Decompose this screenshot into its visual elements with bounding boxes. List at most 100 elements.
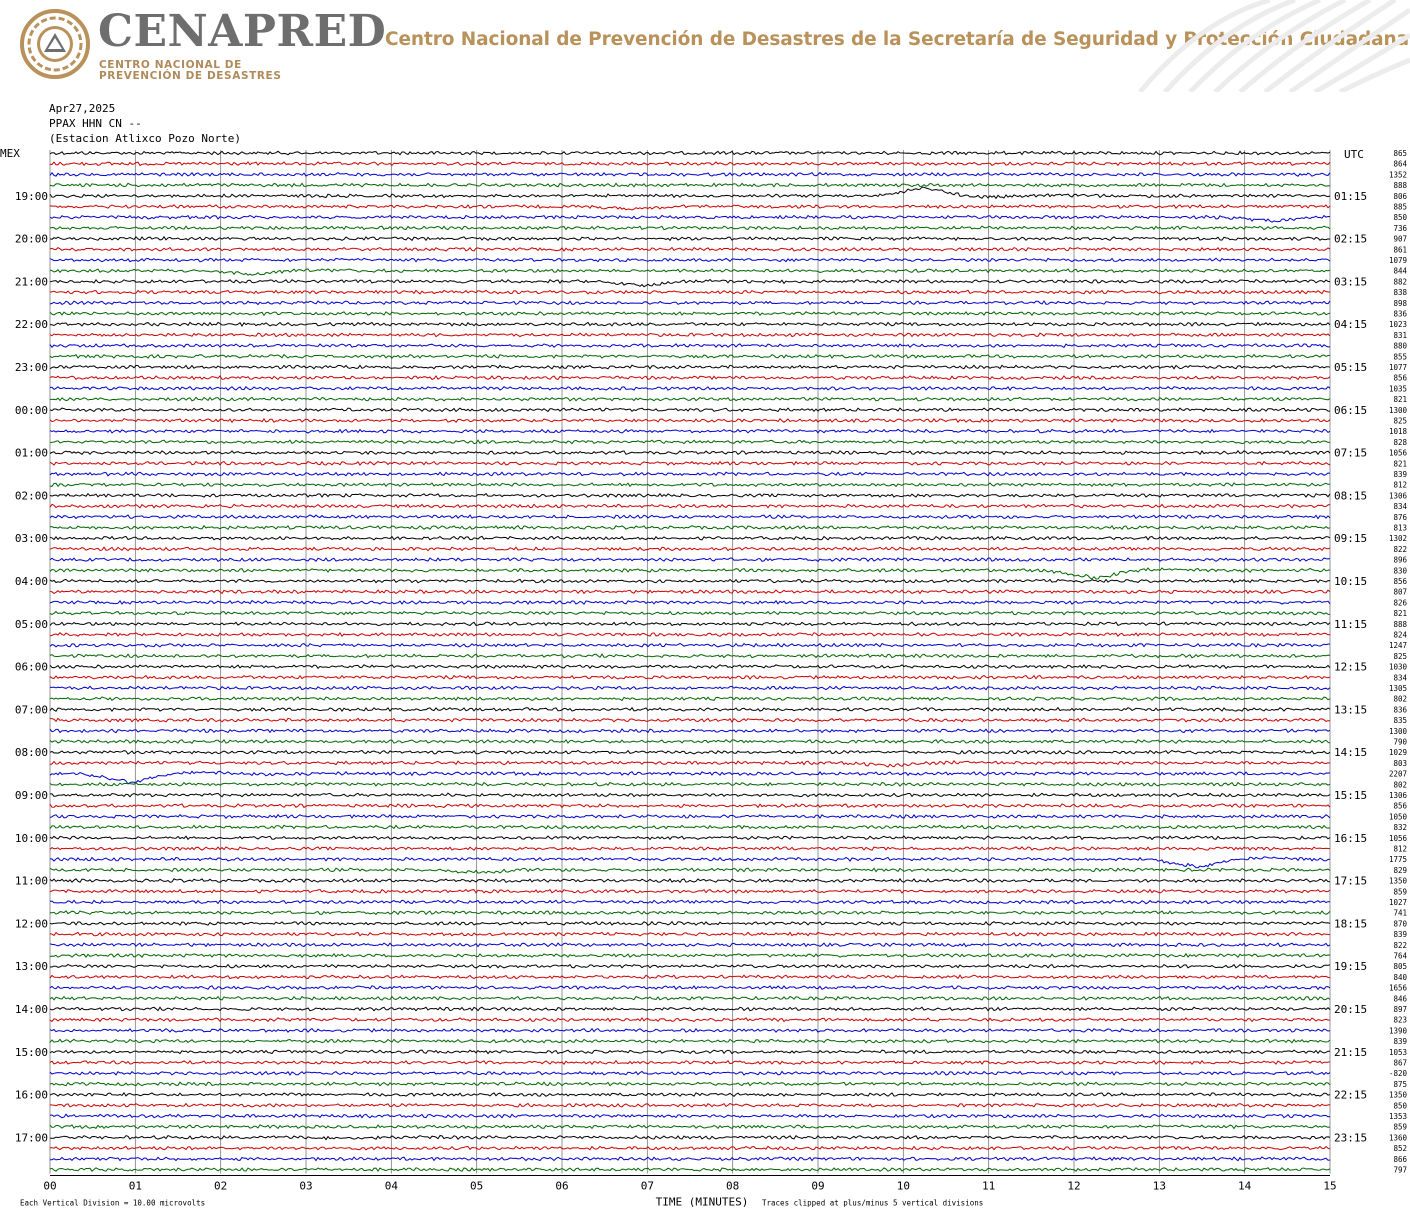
seismic-trace <box>49 1006 1331 1012</box>
trace-baseline-label: 865 <box>1393 149 1407 158</box>
left-hour-label: 07:00 <box>15 703 48 716</box>
trace-baseline-label: 864 <box>1393 160 1407 169</box>
trace-baseline-label: 834 <box>1393 502 1407 511</box>
trace-baseline-label: 839 <box>1393 470 1407 479</box>
right-hour-label: 15:15 <box>1334 789 1367 802</box>
trace-baseline-label: 880 <box>1393 342 1407 351</box>
trace-baseline-label: 859 <box>1393 1123 1407 1132</box>
trace-baseline-label: 1029 <box>1389 748 1407 757</box>
seismic-trace <box>49 1081 1331 1087</box>
left-hour-label: 09:00 <box>15 789 48 802</box>
seismic-traces <box>49 150 1331 1172</box>
seismic-trace <box>49 557 1331 563</box>
trace-baseline-label: 826 <box>1393 598 1407 607</box>
right-hour-label: 23:15 <box>1334 1131 1367 1144</box>
seismic-trace <box>49 824 1331 830</box>
seismic-trace <box>49 985 1331 991</box>
right-hour-label: 10:15 <box>1334 575 1367 588</box>
brand-name: CENAPRED <box>98 6 387 57</box>
trace-baseline-label: 1353 <box>1389 1112 1407 1121</box>
trace-baseline-label: 885 <box>1393 203 1407 212</box>
greca-pattern-icon <box>1138 0 1410 92</box>
trace-baseline-label: 741 <box>1393 909 1407 918</box>
station-date: Apr27,2025 <box>49 102 116 115</box>
seismic-trace <box>49 150 1331 156</box>
trace-baseline-label: 831 <box>1393 331 1407 340</box>
left-hour-label: 02:00 <box>15 489 48 502</box>
trace-baseline-label: 882 <box>1393 277 1407 286</box>
right-hour-label: 22:15 <box>1334 1089 1367 1102</box>
trace-baseline-label: 896 <box>1393 556 1407 565</box>
seismic-trace <box>49 514 1331 520</box>
trace-baseline-label: 836 <box>1393 310 1407 319</box>
trace-baseline-label: 1300 <box>1389 406 1408 415</box>
seismic-trace <box>49 417 1331 424</box>
trace-baseline-label: 856 <box>1393 374 1407 383</box>
seismic-trace <box>49 835 1331 841</box>
trace-baseline-label: 821 <box>1393 459 1407 468</box>
seismic-trace <box>49 878 1330 884</box>
seismic-trace <box>49 204 1331 211</box>
right-hour-label: 05:15 <box>1334 361 1367 374</box>
trace-baseline-label: 803 <box>1393 759 1407 768</box>
seismic-trace <box>49 642 1331 648</box>
x-tick-label: 15 <box>1323 1180 1336 1193</box>
trace-baseline-label: 1030 <box>1389 663 1408 672</box>
seismic-trace <box>49 236 1331 242</box>
vertical-division-note: Each Vertical Division = 10.00 microvolt… <box>20 1199 205 1208</box>
left-hour-label: 08:00 <box>15 746 48 759</box>
trace-baseline-label: 866 <box>1393 1155 1407 1164</box>
x-tick-label: 12 <box>1067 1180 1080 1193</box>
brand-subtitle-line1: CENTRO NACIONAL DE <box>99 59 242 71</box>
trace-baseline-label: 825 <box>1393 417 1407 426</box>
trace-baseline-label: 822 <box>1393 545 1407 554</box>
seismic-trace <box>49 524 1331 531</box>
trace-baseline-label: 1035 <box>1389 384 1407 393</box>
right-hour-label: 09:15 <box>1334 532 1367 545</box>
seismic-trace <box>49 407 1330 413</box>
x-tick-label: 02 <box>214 1180 227 1193</box>
seismic-trace <box>49 364 1331 370</box>
axis-labels: 8658641352888806885850736907861107984488… <box>0 147 1407 1209</box>
seismic-trace <box>49 492 1331 498</box>
seismic-trace <box>49 599 1331 605</box>
trace-baseline-label: 1056 <box>1389 834 1408 843</box>
seismic-trace <box>49 1145 1331 1151</box>
trace-baseline-label: 876 <box>1393 513 1407 522</box>
seismic-trace <box>49 482 1331 488</box>
x-tick-label: 09 <box>811 1180 824 1193</box>
trace-baseline-label: 764 <box>1393 952 1407 961</box>
seismic-trace <box>49 546 1331 552</box>
left-hour-label: 23:00 <box>15 361 48 374</box>
x-tick-label: 14 <box>1238 1180 1252 1193</box>
trace-baseline-label: 802 <box>1393 695 1407 704</box>
cenapred-seal-icon <box>20 9 90 79</box>
seismic-trace <box>49 621 1331 627</box>
trace-baseline-label: 1077 <box>1389 363 1407 372</box>
seismic-trace <box>49 171 1331 177</box>
trace-baseline-label: 790 <box>1393 738 1407 747</box>
x-tick-label: 11 <box>982 1180 995 1193</box>
seismic-trace <box>49 942 1331 948</box>
seismic-trace <box>49 257 1331 263</box>
trace-baseline-label: 859 <box>1393 887 1407 896</box>
trace-baseline-label: 1302 <box>1389 534 1407 543</box>
seismic-trace <box>49 706 1331 712</box>
trace-baseline-label: 888 <box>1393 181 1407 190</box>
x-tick-label: 05 <box>470 1180 483 1193</box>
right-hour-label: 21:15 <box>1334 1046 1367 1059</box>
x-tick-label: 13 <box>1153 1180 1166 1193</box>
trace-baseline-label: 1018 <box>1389 427 1408 436</box>
trace-baseline-label: 839 <box>1393 930 1407 939</box>
trace-baseline-label: 856 <box>1393 802 1407 811</box>
trace-baseline-label: 832 <box>1393 823 1407 832</box>
seismic-trace <box>49 995 1331 1001</box>
seismic-trace <box>49 567 1331 580</box>
x-tick-label: 01 <box>129 1180 142 1193</box>
seismic-trace <box>50 685 1331 691</box>
seismic-trace <box>49 300 1331 306</box>
x-tick-label: 10 <box>897 1180 910 1193</box>
seismic-trace <box>49 353 1331 359</box>
seismic-trace <box>49 749 1331 755</box>
right-hour-label: 18:15 <box>1334 917 1367 930</box>
